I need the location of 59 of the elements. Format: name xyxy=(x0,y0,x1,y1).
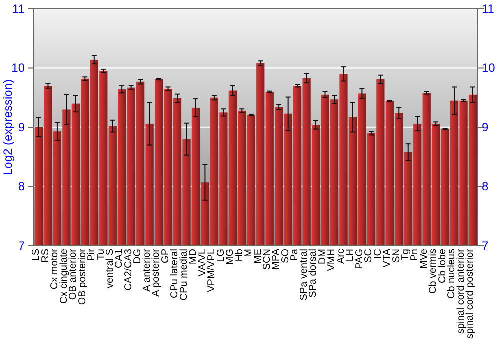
x-tick-label: Cx cingulate xyxy=(58,248,70,304)
x-tick-label: spinal cord posterior xyxy=(465,248,476,340)
y-tick-label: 7 xyxy=(18,238,26,253)
x-tick-label: CA2/CA3 xyxy=(123,248,134,291)
y2-tick-label: 7 xyxy=(482,238,489,253)
y-tick-label: 11 xyxy=(12,2,26,16)
x-tick-label: Tu xyxy=(96,249,107,260)
x-tick-label: OB posterior xyxy=(77,248,88,306)
x-tick-label: A anterior xyxy=(142,248,153,292)
x-tick-label: CA1 xyxy=(114,248,126,268)
x-tick-label: VA/VL xyxy=(197,248,208,277)
y-tick-label: 8 xyxy=(18,180,26,194)
y2-tick-label: 11 xyxy=(482,2,495,16)
x-tick-label: SCN xyxy=(262,249,273,270)
y2-tick-label: 8 xyxy=(482,180,489,194)
x-tick-label: ME xyxy=(252,248,264,264)
x-tick-label: CPu lateral xyxy=(170,249,181,298)
x-tick-label: ventral S xyxy=(105,248,116,288)
x-tick-label: Pir xyxy=(86,248,98,262)
x-tick-label: Cb lobe xyxy=(437,248,448,284)
x-tick-label: MD xyxy=(188,249,200,265)
x-tick-label: OB anterior xyxy=(68,248,80,300)
x-tick-label: SN xyxy=(391,249,402,263)
x-tick-label: IC xyxy=(372,249,384,259)
x-tick-label: spinal cord anterior xyxy=(456,248,467,334)
x-tick-label: LH xyxy=(345,249,356,262)
x-tick-label: M xyxy=(244,249,255,258)
x-tick-label: SC xyxy=(364,249,375,263)
x-tick-label: Cb nucleus xyxy=(446,249,458,300)
x-tick-label: Cx motor xyxy=(50,248,61,290)
y2-tick-label: 9 xyxy=(482,120,489,134)
x-tick-label: VMH xyxy=(326,249,338,272)
x-tick-label: MG xyxy=(225,248,236,266)
x-tick-label: Pa xyxy=(290,248,301,262)
x-tick-label: Tg xyxy=(400,249,412,261)
x-tick-label: MPA xyxy=(271,248,282,270)
y2-tick-label: 10 xyxy=(482,61,496,76)
x-tick-label: A posterior xyxy=(151,248,162,297)
x-tick-label: SO xyxy=(280,248,292,264)
x-tick-label: Arc xyxy=(336,249,347,264)
x-tick-label: PAG xyxy=(354,248,366,270)
x-tick-label: Cb vermis xyxy=(428,249,440,294)
x-tick-label: Hb xyxy=(234,248,246,262)
x-tick-label: SPa dorsal xyxy=(308,249,320,298)
x-tick-label: VTA xyxy=(382,248,394,268)
x-tick-label: VPM/VPL xyxy=(206,248,218,292)
y-tick-label: 9 xyxy=(18,120,26,134)
x-tick-label: Pn xyxy=(410,249,421,262)
x-tick-label: LS xyxy=(31,248,42,262)
x-tick-label: DG xyxy=(132,248,144,264)
y-tick-label: 10 xyxy=(12,61,26,76)
x-tick-label: DM xyxy=(317,249,328,265)
x-tick-label: RS xyxy=(40,248,52,263)
y-axis-title: Log2 (expression) xyxy=(1,79,15,176)
x-tick-label: CPu medial xyxy=(178,249,190,301)
x-tick-label: LG xyxy=(216,248,227,262)
x-tick-label: GP xyxy=(160,248,172,264)
x-tick-label: SPa ventral xyxy=(298,249,310,301)
x-tick-label: MVe xyxy=(418,248,430,270)
